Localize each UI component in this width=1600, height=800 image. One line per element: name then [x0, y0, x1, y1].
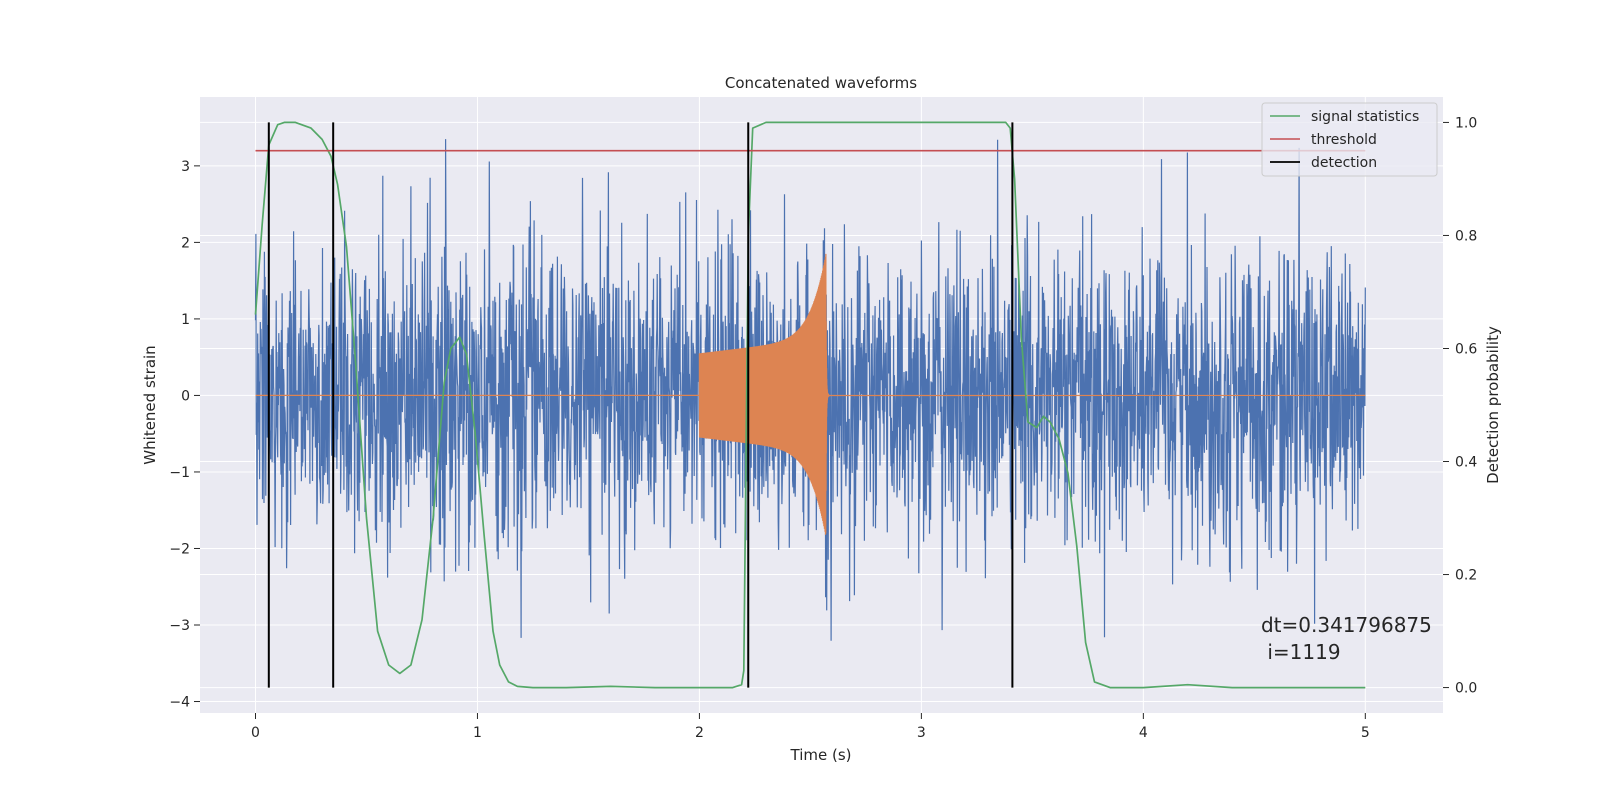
x-tick-label: 2	[695, 725, 704, 741]
y2-axis-label: Detection probability	[1484, 326, 1502, 484]
signal-statistics-line	[254, 121, 1366, 689]
legend-label-threshold: threshold	[1311, 132, 1377, 148]
y-tick-label: 2	[181, 235, 190, 251]
x-tick-label: 1	[473, 725, 482, 741]
x-tick-label: 3	[917, 725, 926, 741]
y-axis-label: Whitened strain	[141, 345, 159, 464]
injection-series	[255, 253, 1366, 535]
annotation-dt: dt=0.341796875	[1261, 613, 1432, 637]
strain-layer	[254, 139, 1366, 641]
axes-layer: 0 1 2 3 4 5 −4 −3 −2 −1 0 1 2 3 0.0 0.2 0.4 0.6 0.8 1.0	[169, 115, 1477, 741]
annotation-index: i=1119	[1261, 640, 1341, 664]
y-tick-label: 1	[181, 312, 190, 328]
lines-layer	[254, 121, 1366, 689]
legend: signal statistics threshold detection	[1261, 102, 1438, 177]
legend-label-signal-statistics: signal statistics	[1311, 109, 1419, 125]
y2-tick-label: 0.4	[1455, 455, 1477, 471]
y2-tick-label: 1.0	[1455, 115, 1477, 131]
y2-tick-label: 0.2	[1455, 568, 1477, 584]
y2-tick-label: 0.8	[1455, 228, 1477, 244]
y-tick-label: 0	[181, 388, 190, 404]
chart-title: Concatenated waveforms	[725, 74, 917, 92]
x-tick-label: 4	[1139, 725, 1148, 741]
y-tick-label: −1	[169, 465, 190, 481]
y-tick-label: −3	[169, 618, 190, 634]
x-tick-label: 0	[251, 725, 260, 741]
y-tick-label: −2	[169, 541, 190, 557]
y-tick-label: 3	[181, 159, 190, 175]
x-tick-label: 5	[1361, 725, 1370, 741]
legend-label-detection: detection	[1311, 155, 1377, 171]
x-axis-label: Time (s)	[790, 746, 852, 764]
y-tick-label: −4	[169, 695, 190, 711]
y2-tick-label: 0.0	[1455, 681, 1477, 697]
y2-tick-label: 0.6	[1455, 341, 1477, 357]
